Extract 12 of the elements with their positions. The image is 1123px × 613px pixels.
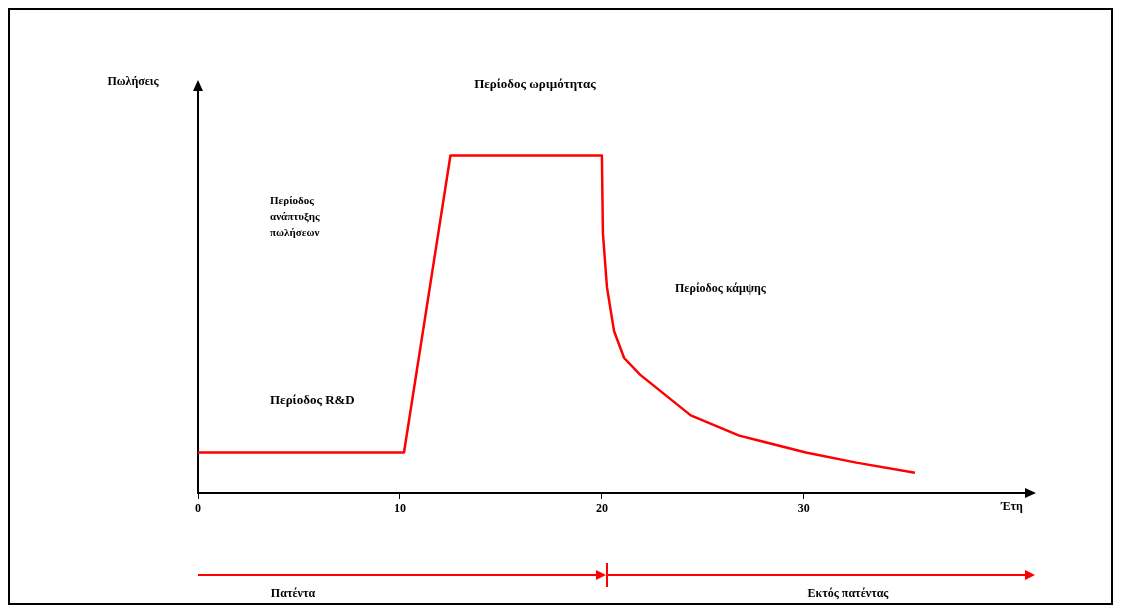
text: Πωλήσεις (107, 74, 160, 89)
x-tick-label: 20 (595, 501, 608, 516)
text: Πατέντα (270, 586, 316, 601)
x-axis-title: Έτη (1000, 499, 1024, 514)
annotation: Περίοδος κάμψης (675, 281, 767, 296)
x-tick-label: 10 (393, 501, 406, 516)
text: Εκτός πατέντας (807, 586, 890, 601)
annotation: Περίοδος R&D (270, 391, 355, 407)
annotation: Περίοδος ανάπτυξης πωλήσεων (270, 194, 320, 239)
x-tick-label: 0 (195, 501, 201, 516)
text: Περίοδος ωριμότητας (474, 75, 597, 91)
x-tick-label: 30 (797, 501, 810, 516)
